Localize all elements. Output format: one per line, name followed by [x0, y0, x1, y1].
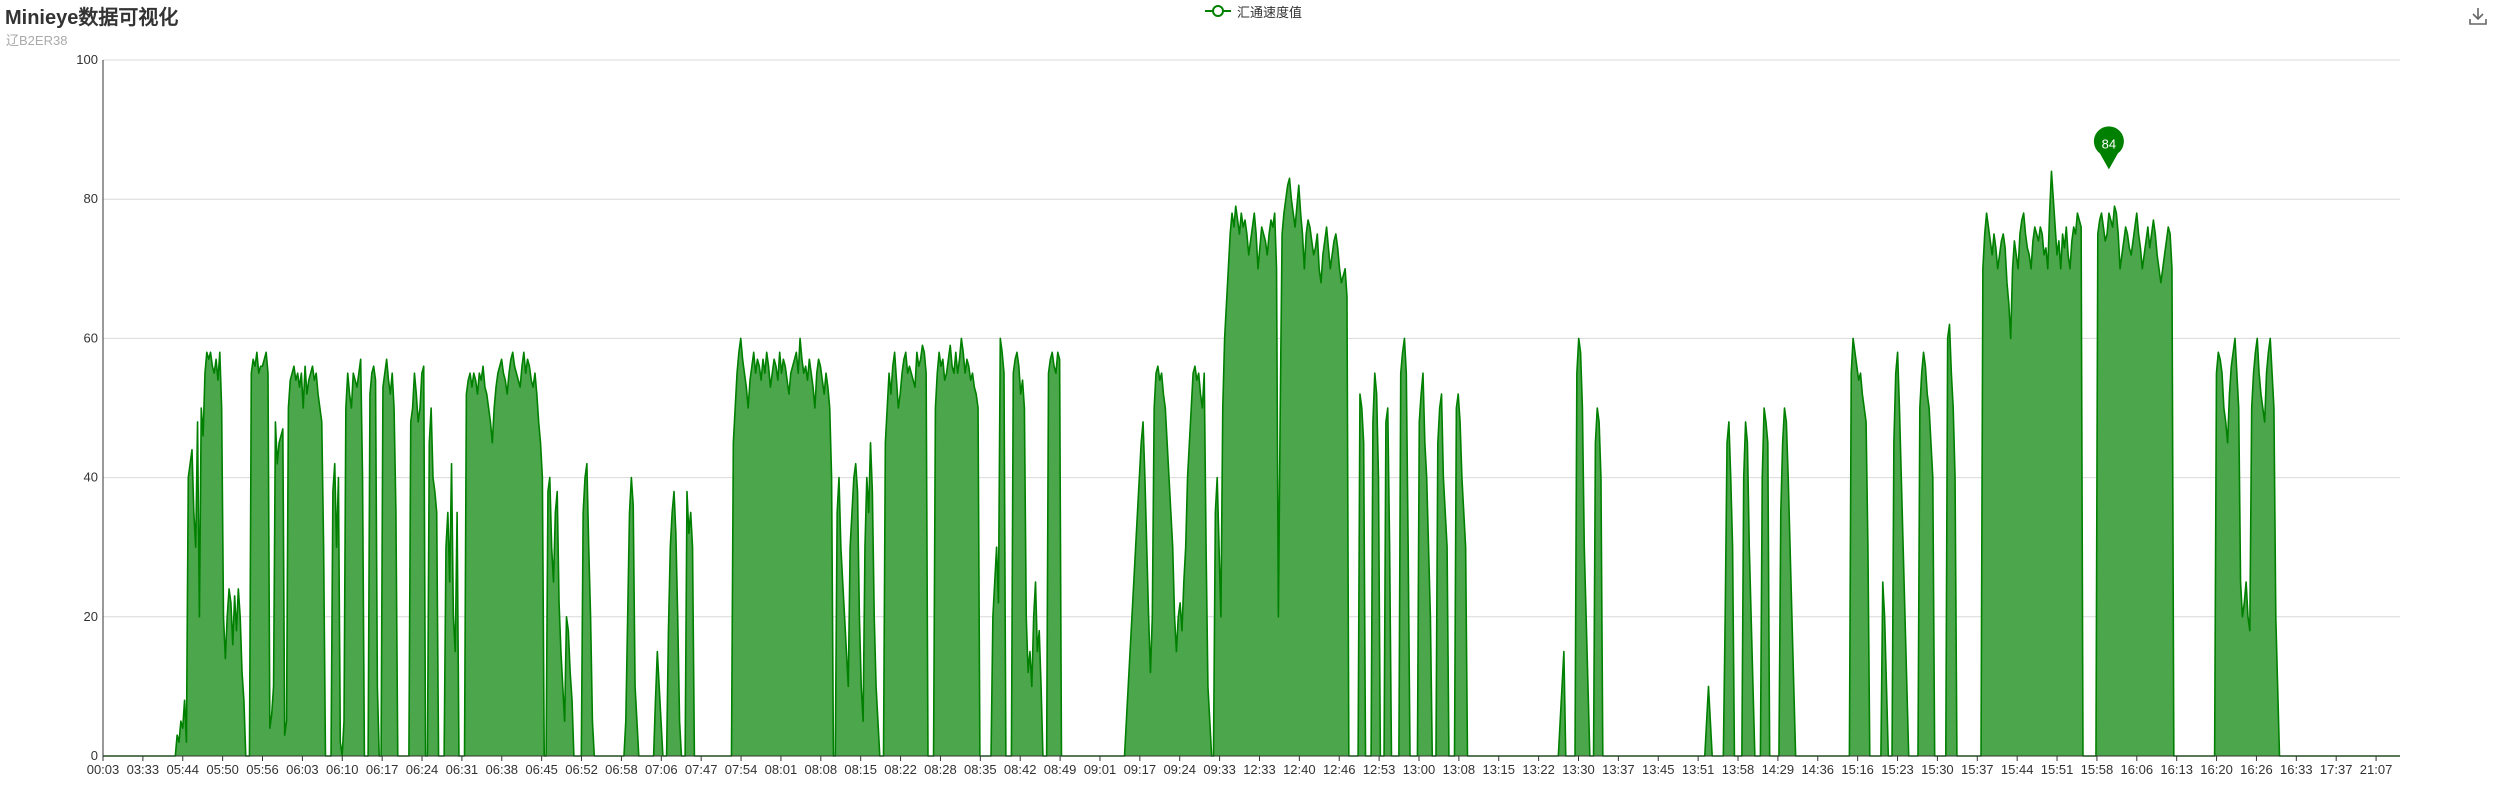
x-tick-label: 12:33	[1243, 762, 1276, 777]
x-tick-label: 13:51	[1682, 762, 1715, 777]
x-tick-label: 14:29	[1762, 762, 1795, 777]
x-tick-label: 00:03	[87, 762, 120, 777]
x-tick-label: 06:24	[406, 762, 439, 777]
max-marker-label: 84	[2102, 136, 2116, 151]
x-tick-label: 06:31	[446, 762, 479, 777]
x-tick-label: 08:49	[1044, 762, 1077, 777]
x-tick-label: 06:10	[326, 762, 359, 777]
x-tick-label: 15:16	[1841, 762, 1874, 777]
x-tick-label: 16:33	[2280, 762, 2313, 777]
x-tick-label: 12:40	[1283, 762, 1316, 777]
x-tick-label: 08:35	[964, 762, 997, 777]
x-tick-label: 08:01	[765, 762, 798, 777]
x-tick-label: 15:58	[2081, 762, 2114, 777]
x-tick-label: 13:15	[1482, 762, 1515, 777]
x-tick-label: 07:47	[685, 762, 718, 777]
x-tick-label: 16:20	[2200, 762, 2233, 777]
download-icon	[2469, 8, 2487, 25]
x-tick-label: 12:46	[1323, 762, 1356, 777]
x-tick-label: 05:44	[166, 762, 199, 777]
x-tick-label: 13:30	[1562, 762, 1595, 777]
x-tick-label: 09:33	[1203, 762, 1236, 777]
x-tick-label: 13:37	[1602, 762, 1635, 777]
x-tick-label: 15:30	[1921, 762, 1954, 777]
page-title: Minieye数据可视化	[5, 7, 179, 29]
x-tick-label: 07:06	[645, 762, 678, 777]
x-tick-label: 06:52	[565, 762, 598, 777]
x-tick-label: 15:51	[2041, 762, 2074, 777]
x-tick-label: 14:36	[1802, 762, 1835, 777]
x-tick-label: 15:23	[1881, 762, 1914, 777]
series-area	[103, 171, 2400, 757]
x-tick-label: 06:38	[486, 762, 519, 777]
y-tick-label: 0	[91, 748, 98, 763]
x-tick-label: 09:01	[1084, 762, 1117, 777]
y-tick-label: 80	[84, 191, 98, 206]
x-tick-label: 21:07	[2360, 762, 2393, 777]
x-tick-label: 09:17	[1124, 762, 1157, 777]
x-tick-label: 13:58	[1722, 762, 1755, 777]
x-tick-label: 12:53	[1363, 762, 1396, 777]
x-tick-label: 08:42	[1004, 762, 1037, 777]
x-tick-label: 13:22	[1522, 762, 1555, 777]
series-line	[103, 170, 2400, 757]
x-tick-label: 15:44	[2001, 762, 2034, 777]
x-tick-label: 03:33	[127, 762, 160, 777]
legend-item[interactable]: 汇通速度值	[1205, 1, 1302, 21]
x-tick-label: 06:17	[366, 762, 399, 777]
download-button[interactable]	[2466, 4, 2490, 28]
max-marker-pin	[2093, 126, 2124, 170]
x-tick-label: 08:08	[805, 762, 838, 777]
x-tick-label: 05:50	[206, 762, 239, 777]
x-tick-label: 05:56	[246, 762, 279, 777]
y-tick-label: 100	[76, 52, 98, 67]
x-tick-label: 16:06	[2121, 762, 2154, 777]
x-tick-label: 15:37	[1961, 762, 1994, 777]
y-tick-label: 60	[84, 330, 98, 345]
x-tick-label: 13:00	[1403, 762, 1436, 777]
x-tick-label: 17:37	[2320, 762, 2353, 777]
x-tick-label: 16:13	[2160, 762, 2193, 777]
x-tick-label: 08:15	[844, 762, 877, 777]
x-tick-label: 08:28	[924, 762, 957, 777]
x-tick-label: 06:58	[605, 762, 638, 777]
x-tick-label: 13:08	[1443, 762, 1476, 777]
x-tick-label: 07:54	[725, 762, 758, 777]
x-tick-label: 06:03	[286, 762, 319, 777]
y-tick-label: 20	[84, 609, 98, 624]
page-subtitle: 辽B2ER38	[6, 33, 68, 48]
y-tick-label: 40	[84, 470, 98, 485]
legend-line-circle-icon	[1205, 5, 1231, 17]
x-tick-label: 09:24	[1163, 762, 1196, 777]
legend-label: 汇通速度值	[1237, 4, 1303, 20]
x-tick-label: 13:45	[1642, 762, 1675, 777]
x-tick-label: 16:26	[2240, 762, 2273, 777]
x-tick-label: 06:45	[525, 762, 558, 777]
x-tick-label: 08:22	[884, 762, 917, 777]
